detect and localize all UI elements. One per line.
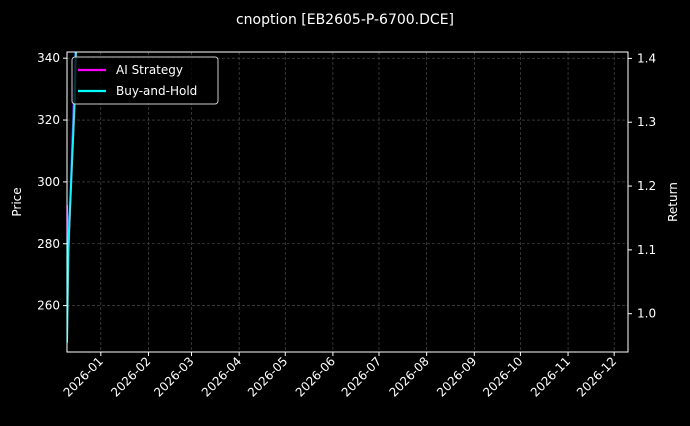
y-tick-label-right: 1.0 xyxy=(637,307,656,321)
x-tick-label: 2026-10 xyxy=(480,354,525,399)
legend-label-ai-strategy: AI Strategy xyxy=(116,63,183,77)
y-axis-label-right: Return xyxy=(666,182,680,222)
y-tick-label-right: 1.3 xyxy=(637,115,656,129)
y-tick-label-right: 1.1 xyxy=(637,243,656,257)
y-tick-label-right: 1.2 xyxy=(637,179,656,193)
plot-frame xyxy=(66,51,629,353)
legend: AI Strategy Buy-and-Hold xyxy=(71,56,219,105)
grid xyxy=(67,52,628,352)
y-tick-label-left: 340 xyxy=(37,51,60,65)
x-tick-label: 2026-08 xyxy=(386,354,431,399)
x-tick-label: 2026-11 xyxy=(528,354,573,399)
x-tick-label: 2026-04 xyxy=(199,354,244,399)
x-tick-label: 2026-05 xyxy=(245,354,290,399)
legend-label-buy-and-hold: Buy-and-Hold xyxy=(116,84,197,98)
y-tick-label-left: 260 xyxy=(37,299,60,313)
y-tick-label-left: 300 xyxy=(37,175,60,189)
x-tick-label: 2026-02 xyxy=(108,354,153,399)
x-tick-label: 2026-07 xyxy=(339,354,384,399)
y-tick-label-right: 1.4 xyxy=(637,51,656,65)
x-tick-label: 2026-06 xyxy=(293,354,338,399)
chart-title: cnoption [EB2605-P-6700.DCE] xyxy=(236,12,454,28)
x-tick-label: 2026-03 xyxy=(151,354,196,399)
y-tick-label-left: 320 xyxy=(37,113,60,127)
y-tick-label-left: 280 xyxy=(37,237,60,251)
x-tick-label: 2026-01 xyxy=(61,354,106,399)
x-tick-label: 2026-12 xyxy=(574,354,619,399)
x-tick-label: 2026-09 xyxy=(434,354,479,399)
y-axis-label-left: Price xyxy=(10,187,24,216)
